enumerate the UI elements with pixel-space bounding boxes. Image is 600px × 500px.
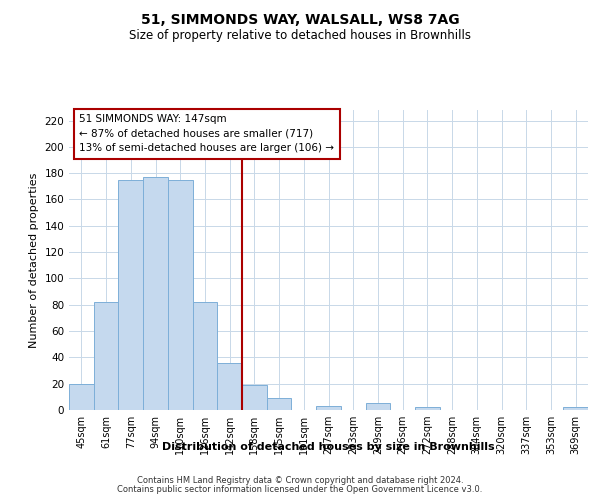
Text: 51, SIMMONDS WAY, WALSALL, WS8 7AG: 51, SIMMONDS WAY, WALSALL, WS8 7AG [140, 12, 460, 26]
Bar [415, 408, 440, 410]
Text: Contains HM Land Registry data © Crown copyright and database right 2024.: Contains HM Land Registry data © Crown c… [137, 476, 463, 485]
Text: 51 SIMMONDS WAY: 147sqm
← 87% of detached houses are smaller (717)
13% of semi-d: 51 SIMMONDS WAY: 147sqm ← 87% of detache… [79, 114, 334, 154]
Text: Distribution of detached houses by size in Brownhills: Distribution of detached houses by size … [163, 442, 495, 452]
Bar [168, 180, 193, 410]
Text: Contains public sector information licensed under the Open Government Licence v3: Contains public sector information licen… [118, 485, 482, 494]
Bar [69, 384, 94, 410]
Bar [563, 408, 588, 410]
Text: Size of property relative to detached houses in Brownhills: Size of property relative to detached ho… [129, 29, 471, 42]
Bar [242, 385, 267, 410]
Bar [365, 404, 390, 410]
Bar [94, 302, 118, 410]
Bar [193, 302, 217, 410]
Bar [316, 406, 341, 410]
Bar [217, 362, 242, 410]
Y-axis label: Number of detached properties: Number of detached properties [29, 172, 39, 348]
Bar [143, 177, 168, 410]
Bar [267, 398, 292, 410]
Bar [118, 180, 143, 410]
